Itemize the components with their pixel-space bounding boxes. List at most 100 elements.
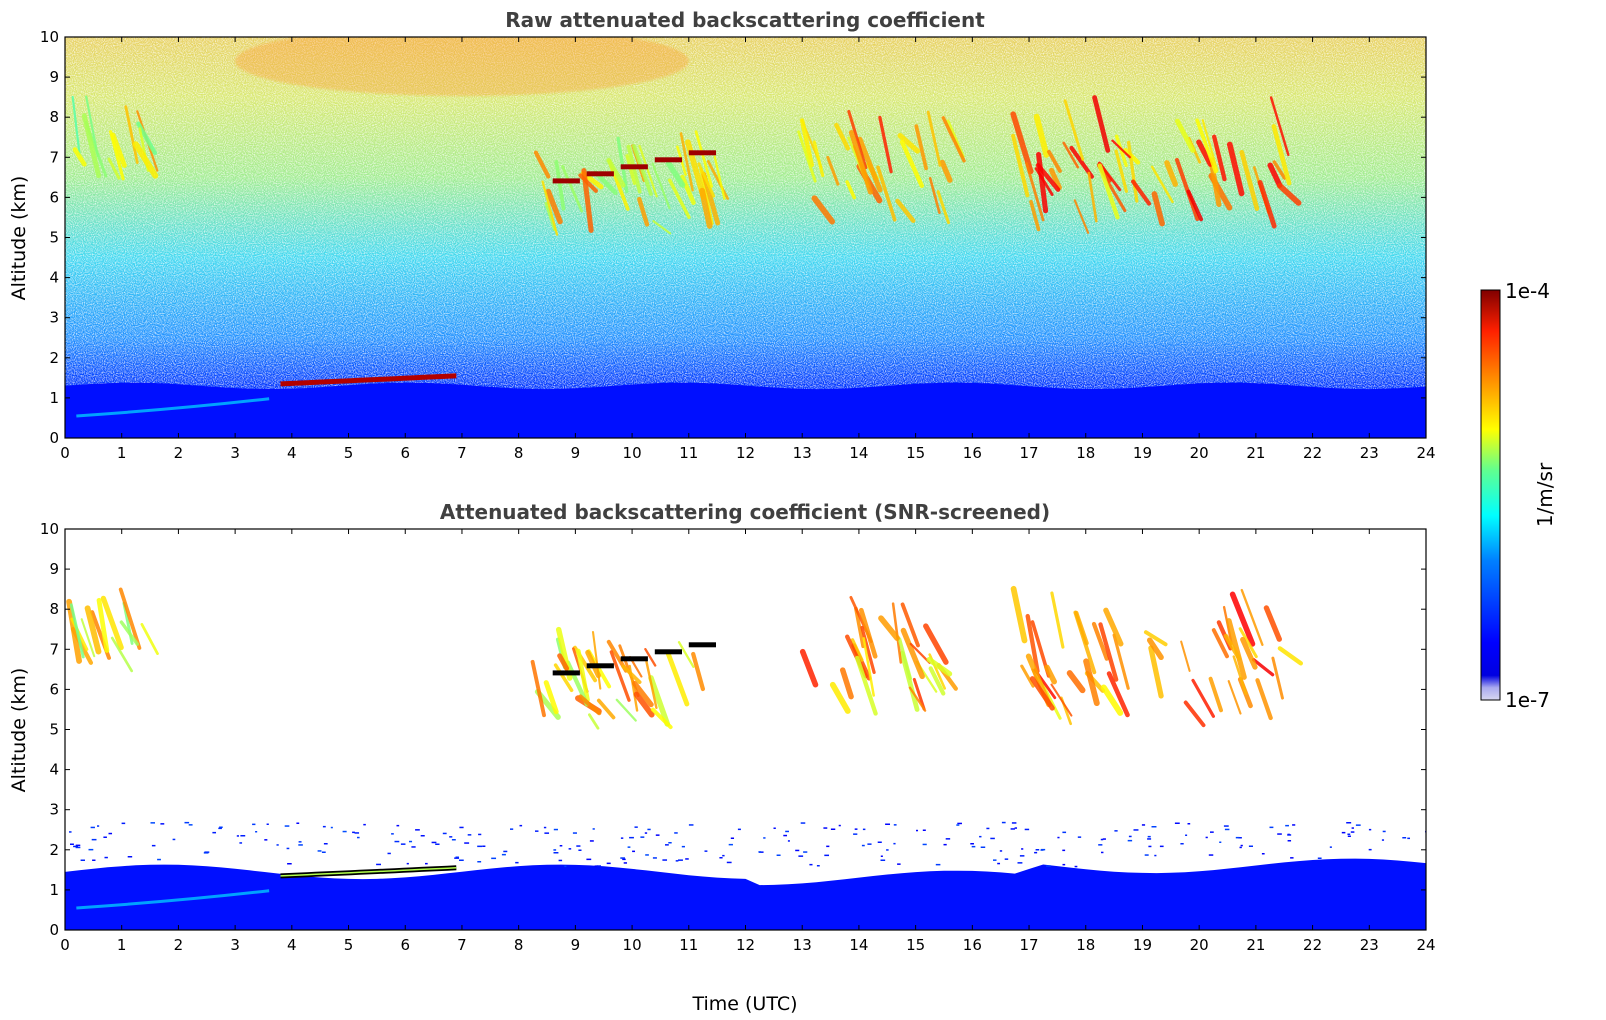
x-tick-label: 22 [1303, 936, 1322, 954]
screened-heatmap [65, 529, 1426, 930]
cirrus-streak [1212, 134, 1227, 182]
cirrus-streak [625, 154, 637, 186]
screened-noise-pixel [459, 826, 464, 829]
screened-noise-pixel [1355, 824, 1361, 826]
cirrus-streak [644, 648, 657, 667]
cirrus-streak [1180, 640, 1191, 672]
screened-noise-pixel [1010, 828, 1015, 830]
screened-noise-pixel [1239, 846, 1242, 849]
screened-noise-pixel [342, 830, 347, 833]
cirrus-streak [1111, 139, 1131, 159]
screened-noise-pixel [886, 849, 889, 851]
cirrus-streak [81, 113, 102, 179]
screened-noise-pixel [1223, 825, 1229, 827]
cirrus-streak [845, 180, 857, 200]
screened-noise-pixel [1341, 831, 1346, 834]
cirrus-streak [1087, 171, 1098, 223]
cirrus-streak [900, 627, 925, 680]
cirrus-streak [140, 623, 159, 655]
cirrus-streak [862, 637, 875, 697]
screened-backscatter-panel: Attenuated backscattering coefficient (S… [8, 500, 1436, 1015]
screened-noise-pixel [572, 832, 577, 834]
screened-noise-pixel [459, 859, 464, 861]
y-tick-label: 1 [49, 881, 59, 899]
screened-noise-pixel [535, 830, 539, 832]
screened-noise-pixel [773, 827, 776, 829]
screened-noise-pixel [632, 850, 636, 853]
screened-noise-pixel [592, 828, 595, 830]
x-tick-label: 8 [514, 444, 524, 462]
screened-noise-pixel [862, 828, 866, 831]
screened-noise-pixel [730, 837, 735, 839]
screened-noise-pixel [284, 825, 290, 827]
cirrus-streak [1083, 658, 1100, 707]
screened-noise-pixel [644, 832, 648, 834]
screened-noise-pixel [1133, 829, 1139, 831]
cirrus-streak [615, 698, 637, 722]
cirrus-streak [909, 642, 931, 664]
screened-noise-pixel [1180, 843, 1184, 845]
y-tick-label: 7 [49, 640, 59, 658]
cirrus-streak [110, 132, 127, 168]
screened-noise-pixel [157, 858, 161, 861]
cirrus-streak [900, 602, 920, 648]
screened-noise-pixel [1402, 837, 1407, 839]
screened-noise-pixel [809, 863, 813, 866]
x-tick-label: 3 [230, 936, 240, 954]
x-tick-label: 15 [906, 936, 925, 954]
screened-noise-pixel [451, 839, 456, 841]
cirrus-streak [1106, 181, 1127, 213]
screened-noise-pixel [477, 845, 483, 848]
screened-noise-pixel [1017, 862, 1023, 864]
screened-noise-pixel [979, 835, 982, 838]
screened-noise-pixel [252, 823, 256, 826]
cirrus-streak [1267, 162, 1283, 188]
cirrus-streak [941, 116, 966, 163]
x-tick-label: 13 [793, 936, 812, 954]
colorbar-gradient [1480, 289, 1501, 701]
screened-noise-pixel [298, 841, 302, 843]
screened-noise-pixel [824, 854, 830, 857]
y-tick-label: 5 [49, 721, 59, 739]
y-tick-label: 6 [49, 680, 59, 698]
y-tick-label: 6 [49, 188, 59, 206]
screened-noise-pixel [1101, 851, 1104, 854]
screened-noise-pixel [1368, 828, 1372, 831]
cirrus-streak [891, 602, 903, 664]
liquid-layer-segment [620, 164, 648, 170]
liquid-layer-segment [654, 649, 682, 655]
screened-noise-pixel [88, 848, 94, 851]
cirrus-streak [829, 681, 851, 714]
cirrus-streak [799, 648, 819, 688]
screened-noise-pixel [759, 851, 764, 853]
x-tick-label: 4 [287, 936, 297, 954]
screened-noise-pixel [880, 859, 886, 861]
cirrus-streak [1029, 199, 1041, 232]
cirrus-streak [1050, 591, 1065, 649]
x-tick-label: 10 [623, 936, 642, 954]
screened-noise-pixel [1287, 840, 1292, 842]
liquid-layer-segment [654, 157, 682, 163]
screened-noise-pixel [1287, 834, 1292, 836]
x-tick-label: 2 [174, 444, 184, 462]
cirrus-streak [899, 139, 924, 188]
screened-noise-pixel [1148, 845, 1152, 848]
cirrus-streak [1106, 671, 1130, 718]
screened-noise-pixel [1269, 826, 1274, 829]
screened-noise-pixel [877, 841, 882, 843]
screened-noise-pixel [634, 826, 638, 828]
screened-noise-pixel [1147, 838, 1152, 840]
screened-noise-pixel [897, 863, 901, 865]
screened-noise-pixel [559, 845, 563, 847]
screened-noise-pixel [1347, 835, 1351, 837]
screened-noise-pixel [255, 831, 258, 833]
cirrus-streak [1238, 627, 1258, 659]
cirrus-streak [1195, 118, 1218, 174]
screened-noise-pixel [298, 844, 303, 846]
screened-noise-pixel [1238, 837, 1242, 839]
cirrus-streak [1073, 199, 1090, 234]
screened-noise-pixel [482, 845, 486, 847]
screened-noise-pixel [218, 827, 222, 830]
screened-noise-pixel [464, 842, 470, 844]
screened-noise-pixel [449, 836, 453, 838]
